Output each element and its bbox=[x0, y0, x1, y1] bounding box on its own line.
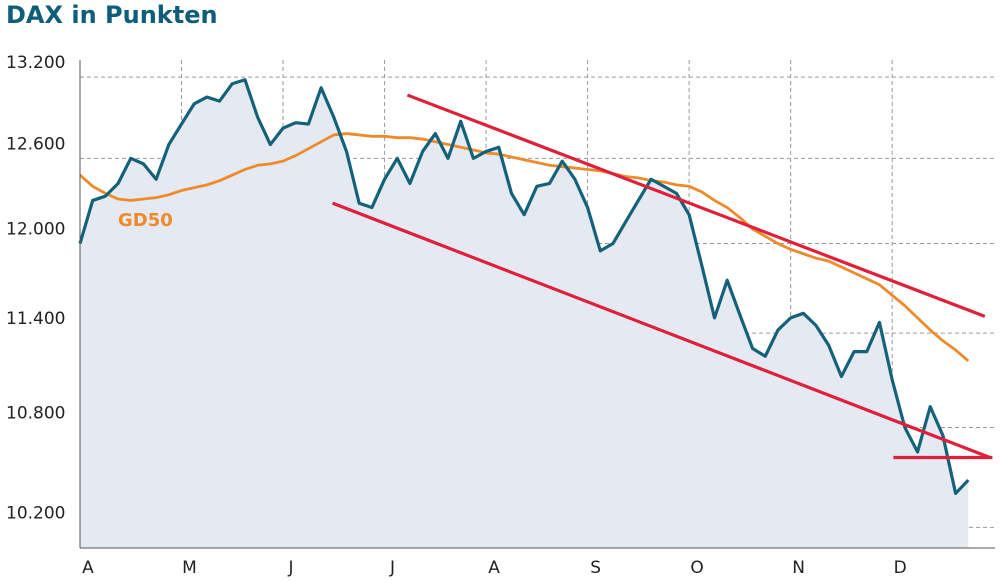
y-tick-label: 10.800 bbox=[6, 404, 65, 424]
y-tick-label: 10.200 bbox=[6, 503, 65, 523]
x-tick-label: S bbox=[590, 558, 601, 578]
x-tick-label: M bbox=[182, 558, 197, 578]
line bbox=[78, 78, 970, 496]
line bbox=[79, 132, 970, 362]
y-tick-label: 12.600 bbox=[6, 134, 65, 154]
x-tick-label: A bbox=[82, 558, 94, 578]
x-tick-label: A bbox=[488, 558, 500, 578]
x-tick-label: D bbox=[894, 558, 907, 578]
x-tick-label: O bbox=[690, 558, 703, 578]
trend-line bbox=[331, 201, 991, 460]
y-tick-label: 11.400 bbox=[6, 309, 65, 329]
x-tick-label: J bbox=[288, 558, 294, 578]
x-tick-label: J bbox=[389, 558, 395, 578]
chart-title: DAX in Punkten bbox=[6, 1, 218, 29]
x-tick-label: N bbox=[792, 558, 805, 578]
trend-line bbox=[406, 93, 986, 318]
y-tick-label: 13.200 bbox=[6, 53, 65, 73]
area bbox=[80, 79, 969, 549]
series-label: GD50 bbox=[118, 210, 173, 231]
y-tick-label: 12.000 bbox=[6, 220, 65, 240]
